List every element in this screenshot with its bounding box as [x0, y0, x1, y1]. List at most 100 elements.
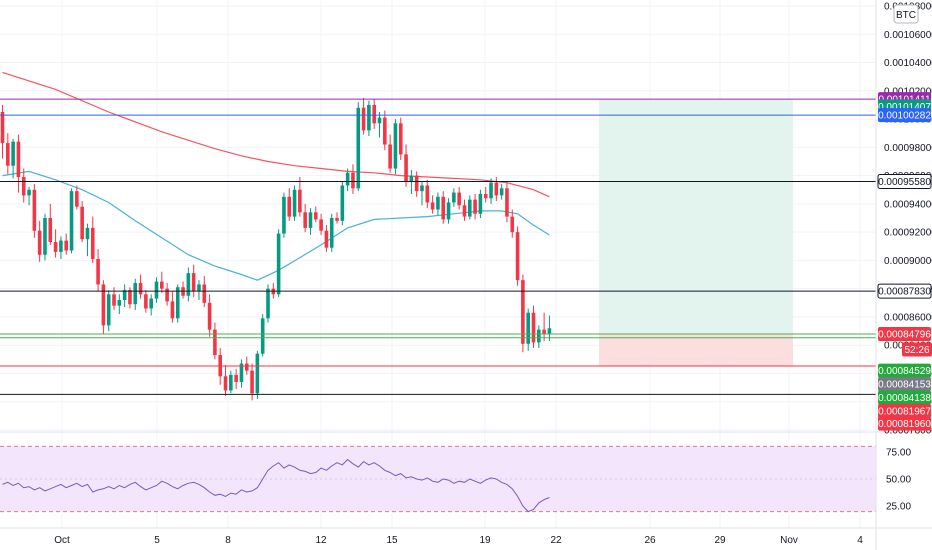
price-axis[interactable]: 0.001080000.001060000.001040000.00102000…	[875, 0, 932, 550]
candle-body	[351, 172, 355, 189]
candle-body	[239, 363, 244, 382]
candle-body	[80, 206, 84, 240]
time-tick-label: 12	[315, 535, 327, 546]
candle-up	[106, 290, 111, 332]
currency-badge[interactable]: BTC	[893, 4, 919, 24]
price-tag-label: 0.00084153	[878, 380, 931, 391]
candle-up	[526, 308, 530, 351]
candle-up	[266, 284, 270, 323]
candle-up	[499, 184, 504, 200]
time-tick-label: 8	[225, 535, 231, 546]
price-tag-box	[877, 283, 932, 299]
candle-body	[404, 154, 408, 182]
candle-up	[186, 267, 191, 302]
tag-black-mid: 0.00087830	[877, 283, 932, 299]
tag-black-upper: 0.00095580	[877, 174, 932, 190]
candle-body	[207, 302, 212, 330]
candle-down	[531, 305, 536, 349]
candle-body	[96, 258, 100, 285]
candle-body	[175, 287, 180, 319]
price-tick-label: 0.00078000	[884, 426, 932, 437]
price-tag-label: 0.00084529	[878, 366, 931, 377]
candle-up	[367, 100, 371, 137]
price-tag-box	[877, 174, 932, 190]
price-tick-label: 0.00094000	[884, 199, 932, 210]
candle-body	[483, 193, 488, 199]
candle-down	[494, 177, 499, 202]
candle-down	[207, 294, 212, 337]
candle-up	[43, 213, 47, 261]
candle-body	[101, 284, 106, 326]
candle-body	[149, 298, 153, 309]
currency-badge-label: BTC	[896, 10, 916, 21]
price-tick-label: 0.00102000	[884, 86, 932, 97]
candle-body	[154, 281, 159, 299]
time-tick-label: Oct	[54, 535, 70, 546]
candle-down	[414, 171, 419, 197]
candle-body	[361, 107, 366, 131]
candle-body	[383, 117, 387, 145]
price-tag-box	[878, 363, 931, 378]
candle-body	[393, 123, 398, 169]
horizontal-levels[interactable]	[0, 98, 876, 395]
candle-body	[531, 312, 536, 343]
candle-body	[6, 143, 10, 166]
candle-up	[377, 112, 382, 138]
time-axis[interactable]: Oct 5 8 12 15 19 22 26 29 Nov 4	[0, 527, 932, 546]
price-tag-box	[878, 326, 931, 341]
candle-up	[340, 181, 345, 226]
rsi-line	[2, 458, 550, 513]
candle-down	[335, 212, 339, 224]
candle-down	[213, 322, 217, 360]
price-tag-box	[878, 108, 931, 123]
long-position-box[interactable]	[599, 99, 793, 366]
candle-down	[298, 177, 302, 217]
candle-body	[510, 216, 515, 233]
candle-body	[372, 104, 376, 124]
candle-down	[32, 184, 37, 238]
candle-up	[117, 294, 122, 315]
candle-body	[313, 212, 318, 220]
price-tags: 0.001014110.001014070.001002820.00095580…	[877, 92, 932, 431]
candle-body	[133, 283, 138, 305]
candle-body	[457, 192, 461, 206]
tag-red-2: 0.00081960	[878, 416, 931, 431]
position-profit-zone	[599, 99, 793, 334]
candle-down	[372, 99, 376, 129]
candle-up	[308, 208, 313, 235]
candle-body	[414, 175, 419, 192]
candle-body	[446, 202, 451, 220]
candle-body	[213, 329, 217, 356]
candlestick-series	[0, 97, 552, 401]
candle-up	[239, 359, 244, 388]
candle-body	[11, 141, 15, 166]
candle-body	[287, 196, 292, 217]
candle-down	[430, 195, 435, 214]
candle-down	[313, 206, 318, 223]
candle-up	[197, 280, 201, 300]
candle-body	[106, 294, 111, 326]
time-tick-label: Nov	[780, 535, 798, 546]
candle-up	[282, 192, 286, 238]
candle-body	[329, 218, 334, 248]
candle-down	[160, 271, 164, 293]
candle-up	[489, 178, 493, 204]
price-tag-label: 0.00081967	[878, 406, 931, 417]
candle-up	[229, 370, 233, 394]
candle-down	[303, 203, 307, 233]
candle-down	[457, 186, 461, 210]
candle-up	[420, 181, 424, 206]
candle-body	[32, 189, 37, 231]
candle-down	[388, 134, 392, 173]
candle-down	[441, 191, 446, 224]
rsi-pane: 75.00 50.00 25.00	[0, 431, 932, 528]
candle-body	[16, 141, 21, 178]
candle-down	[505, 182, 509, 223]
candle-body	[292, 189, 297, 217]
price-tag-label: 0.00095580	[878, 177, 931, 188]
candle-body	[388, 144, 392, 169]
candle-up	[356, 102, 361, 192]
candle-up	[547, 315, 552, 341]
candle-body	[377, 117, 382, 124]
candle-body	[425, 185, 430, 203]
